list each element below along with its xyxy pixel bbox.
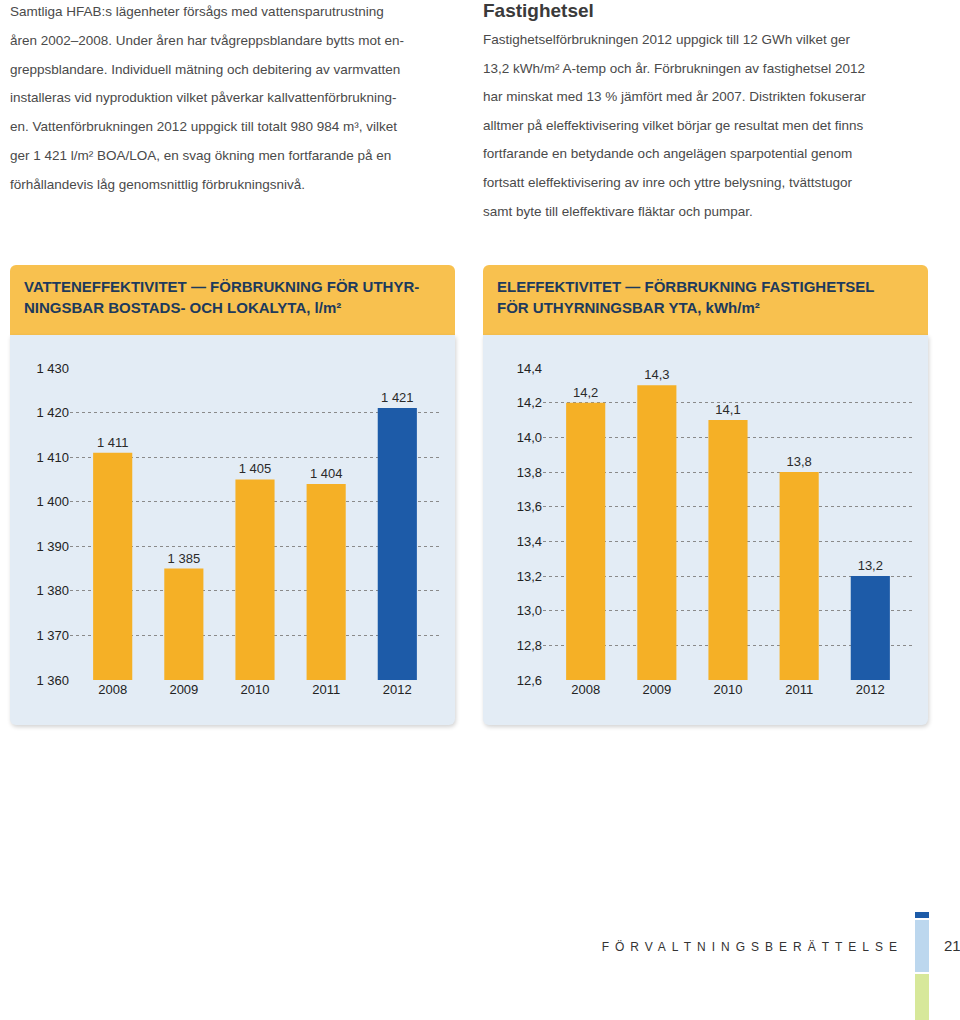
html-text:greppsblandare. Individuell mä: greppsblandare. Individuell mätning och …: [10, 61, 401, 77]
html-text:fortsatt eleffektivisering av: fortsatt eleffektivisering av inre och y…: [483, 175, 852, 190]
html-text:Fastighetselförbrukningen 2012: Fastighetselförbrukningen 2012 uppgick t…: [483, 32, 850, 47]
svg-text:13,6: 13,6: [517, 499, 542, 514]
html-text:VATTENEFFEKTIVITET — FÖRBRUKNI: VATTENEFFEKTIVITET — FÖRBRUKNING FÖR UTH…: [24, 278, 420, 295]
svg-text:2011: 2011: [312, 682, 340, 697]
svg-text:13,8: 13,8: [517, 465, 542, 480]
svg-text:2012: 2012: [856, 682, 885, 697]
html-text:förhållandevis låg genomsnittl: förhållandevis låg genomsnittlig förbruk…: [10, 176, 305, 192]
html-text:ELEFFEKTIVITET — FÖRBRUKNING F: ELEFFEKTIVITET — FÖRBRUKNING FASTIGHETSE…: [497, 278, 875, 295]
svg-text:13,8: 13,8: [786, 454, 811, 469]
svg-text:1 400: 1 400: [36, 494, 69, 509]
html-text:21: 21: [944, 937, 960, 954]
svg-text:2009: 2009: [642, 682, 671, 697]
svg-text:14,0: 14,0: [517, 430, 542, 445]
svg-text:12,6: 12,6: [517, 673, 542, 688]
svg-text:14,4: 14,4: [517, 361, 542, 376]
svg-text:2010: 2010: [241, 682, 270, 697]
svg-text:13,4: 13,4: [517, 534, 542, 549]
html-text:en. Vattenförbrukningen 2012 u: en. Vattenförbrukningen 2012 uppgick til…: [10, 119, 397, 135]
svg-text:1 370: 1 370: [36, 628, 69, 643]
svg-text:2008: 2008: [571, 682, 600, 697]
svg-text:1 420: 1 420: [36, 405, 69, 420]
svg-text:14,1: 14,1: [715, 402, 740, 417]
html-text:installeras vid nyproduktion v: installeras vid nyproduktion vilket påve…: [10, 90, 397, 106]
svg-text:1 421: 1 421: [381, 390, 414, 405]
svg-text:14,3: 14,3: [644, 367, 669, 382]
svg-text:1 404: 1 404: [310, 466, 343, 481]
svg-text:1 430: 1 430: [36, 361, 69, 376]
html-text:Samtliga HFAB:s lägenheter för: Samtliga HFAB:s lägenheter försågs med v…: [10, 4, 384, 19]
svg-text:2012: 2012: [383, 682, 412, 697]
svg-text:1 390: 1 390: [36, 539, 69, 554]
html-text:FÖR UTHYRNINGSBAR YTA, kWh/m²: FÖR UTHYRNINGSBAR YTA, kWh/m²: [497, 299, 760, 316]
html-text:åren 2002–2008. Under åren har: åren 2002–2008. Under åren har tvågrepps…: [10, 32, 404, 48]
svg-text:1 411: 1 411: [97, 435, 129, 450]
html-text:NINGSBAR BOSTADS- OCH LOKALYTA: NINGSBAR BOSTADS- OCH LOKALYTA, l/m²: [24, 299, 342, 316]
html-text:ger 1 421 l/m² BOA/LOA, en sva: ger 1 421 l/m² BOA/LOA, en svag ökning m…: [10, 148, 392, 163]
svg-text:2010: 2010: [714, 682, 743, 697]
svg-text:1 360: 1 360: [36, 673, 69, 688]
html-text:fortfarande en betydande och a: fortfarande en betydande och angelägen s…: [483, 146, 853, 162]
svg-text:2008: 2008: [98, 682, 127, 697]
html-text:FÖRVALTNINGSBERÄTTELSE: FÖRVALTNINGSBERÄTTELSE: [601, 940, 903, 954]
svg-text:1 410: 1 410: [36, 450, 69, 465]
svg-text:2009: 2009: [169, 682, 198, 697]
svg-text:13,0: 13,0: [517, 603, 542, 618]
svg-text:14,2: 14,2: [573, 385, 598, 400]
svg-text:1 385: 1 385: [168, 551, 201, 566]
html-text:alltmer på eleffektivisering v: alltmer på eleffektivisering vilket börj…: [483, 117, 864, 133]
html-text:Fastighetsel: Fastighetsel: [483, 0, 594, 21]
svg-text:13,2: 13,2: [858, 558, 883, 573]
html-text:har minskat med 13 % jämfört m: har minskat med 13 % jämfört med år 2007…: [483, 89, 866, 105]
svg-text:14,2: 14,2: [517, 395, 542, 410]
svg-text:1 380: 1 380: [36, 583, 69, 598]
html-text:13,2 kWh/m² A-temp och år. För: 13,2 kWh/m² A-temp och år. Förbrukningen…: [483, 60, 865, 76]
svg-text:2011: 2011: [785, 682, 813, 697]
html-text:samt byte till eleffektivare f: samt byte till eleffektivare fläktar och…: [483, 203, 753, 219]
svg-text:12,8: 12,8: [517, 638, 542, 653]
svg-text:1 405: 1 405: [239, 461, 272, 476]
svg-text:13,2: 13,2: [517, 569, 542, 584]
